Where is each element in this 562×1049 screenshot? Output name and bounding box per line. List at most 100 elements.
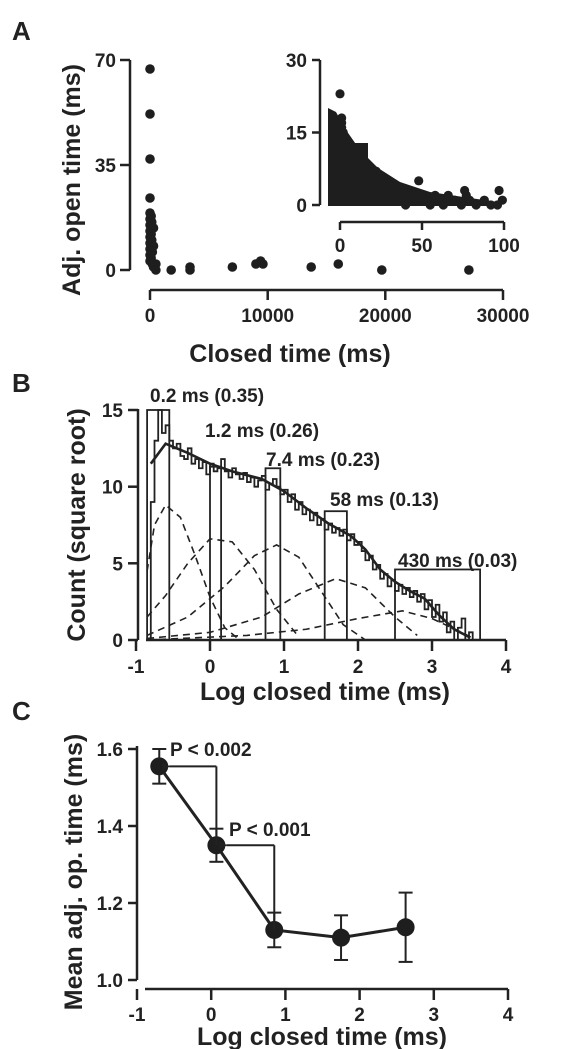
panel-b-fit-curve xyxy=(149,442,470,639)
panel-a-inset-point-21 xyxy=(376,181,386,191)
panel-b-component-curve-2 xyxy=(146,537,300,638)
panel-a-point-2 xyxy=(145,154,155,164)
panel-c-ytick-1-6: 1.6 xyxy=(97,740,123,761)
panel-c-point-4 xyxy=(396,918,415,937)
panel-a-inset-point-27 xyxy=(401,200,411,210)
panel-a-inset-point-33 xyxy=(425,200,435,210)
panel-b-component-curve-4 xyxy=(147,577,418,640)
panel-a-point-29 xyxy=(227,262,238,272)
panel-a-main-axes xyxy=(120,58,505,300)
panel-a-inset-point-42 xyxy=(464,195,475,205)
panel-a-inset-point-48 xyxy=(497,195,507,205)
panel-a-inset-xtick-50: 50 xyxy=(411,236,432,257)
panel-c-ytick-1-0: 1.0 xyxy=(97,971,123,992)
panel-c-series-line xyxy=(158,765,406,940)
panel-a-point-25 xyxy=(151,265,161,275)
panel-b-histogram xyxy=(149,409,477,641)
panel-a-inset-ytick-0: 0 xyxy=(296,196,307,217)
panel-b-xlabel: Log closed time (ms) xyxy=(200,678,450,706)
panel-a-inset-point-39 xyxy=(456,200,466,210)
panel-a-inset-point-22 xyxy=(381,195,391,205)
panel-c-xlabel: Log closed time (ms) xyxy=(197,1023,447,1049)
panel-b-component-label-3: 7.4 ms (0.23) xyxy=(266,450,380,471)
panel-a-inset-point-36 xyxy=(438,200,448,210)
panel-a-inset-xtick-100: 100 xyxy=(488,236,520,257)
panel-c-xtick-1: 1 xyxy=(280,1005,291,1026)
panel-b-ylabel: Count (square root) xyxy=(63,408,91,641)
panel-c-xtick-3: 3 xyxy=(429,1005,440,1026)
panel-a-point-22 xyxy=(148,241,159,251)
panel-b-component-curve-3 xyxy=(146,544,366,641)
panel-b-component-label-4: 58 ms (0.13) xyxy=(330,490,439,511)
panel-c-ylabel: Mean adj. op. time (ms) xyxy=(60,734,88,1010)
panel-c-annotation-2: P < 0.001 xyxy=(229,820,311,841)
panel-a-point-0 xyxy=(145,64,155,74)
panel-b-xtick-1: 1 xyxy=(279,657,290,678)
panel-b-ytick-0: 0 xyxy=(112,631,123,652)
panel-a-point-1 xyxy=(145,109,155,119)
panel-c-axes xyxy=(128,746,510,1000)
panel-a-point-32 xyxy=(258,259,268,269)
panel-a-inset-points xyxy=(335,89,507,210)
panel-b-xtick-3: 3 xyxy=(427,657,438,678)
panel-a-inset-point-0 xyxy=(335,89,345,99)
panel-a-inset-point-17 xyxy=(366,176,376,186)
panel-a-point-3 xyxy=(145,193,155,203)
panel-c-xtick-0: 0 xyxy=(206,1005,217,1026)
panel-b-xtick-0: 0 xyxy=(205,657,216,678)
panel-a-point-26 xyxy=(166,265,176,275)
panel-a-xtick-20000: 20000 xyxy=(359,306,412,327)
panel-c-letter: C xyxy=(12,696,31,726)
panel-a-letter: A xyxy=(12,16,31,46)
panel-a-inset-point-26 xyxy=(396,190,406,200)
panel-a-xtick-0: 0 xyxy=(145,306,156,327)
panel-c-ytick-1-2: 1.2 xyxy=(97,894,123,915)
panel-b-component-curve-5 xyxy=(147,610,477,641)
panel-b-xtick-m1: -1 xyxy=(128,657,145,678)
panel-a-inset-point-43 xyxy=(471,200,481,210)
panel-a-xlabel: Closed time (ms) xyxy=(189,340,390,368)
panel-a-ytick-70: 70 xyxy=(95,51,116,72)
panel-c-xtick-m1: -1 xyxy=(129,1005,146,1026)
panel-a-point-34 xyxy=(333,259,344,269)
panel-a-point-28 xyxy=(185,262,195,272)
panel-c-point-3 xyxy=(332,928,351,947)
panel-a-inset-point-20 xyxy=(374,190,384,200)
panel-a-xtick-10000: 10000 xyxy=(241,306,294,327)
panel-b-ytick-15: 15 xyxy=(102,401,124,422)
panel-b-xtick-2: 2 xyxy=(353,657,364,678)
panel-b-component-bar-5 xyxy=(394,568,481,641)
panel-a-inset-point-37 xyxy=(443,190,453,200)
panel-a-main-points xyxy=(145,64,474,275)
panel-a-inset-ytick-15: 15 xyxy=(286,124,308,145)
panel-a-inset-point-44 xyxy=(479,195,489,205)
panel-c-xtick-2: 2 xyxy=(354,1005,365,1026)
panel-a-inset-axes xyxy=(312,58,506,230)
panel-b-component-label-5: 430 ms (0.03) xyxy=(398,551,517,572)
panel-a-ytick-35: 35 xyxy=(95,156,117,177)
panel-c-ytick-1-4: 1.4 xyxy=(97,817,124,838)
panel-a-inset-point-47 xyxy=(494,185,504,196)
panel-a-inset-point-18 xyxy=(368,185,378,196)
panel-b-ytick-5: 5 xyxy=(112,554,123,575)
panel-a-inset-point-30 xyxy=(414,176,424,186)
panel-a-inset-point-38 xyxy=(450,195,460,205)
panel-a-inset-point-11 xyxy=(350,147,360,157)
panel-a-inset-xtick-0: 0 xyxy=(335,236,346,257)
panel-b-component-curves xyxy=(146,503,477,641)
panel-a-ytick-0: 0 xyxy=(105,261,116,282)
panel-b-letter: B xyxy=(12,368,31,398)
panel-c-annotation-1: P < 0.002 xyxy=(170,740,252,761)
panel-a-inset-point-45 xyxy=(486,200,496,210)
panel-b-component-bar-3 xyxy=(264,467,282,641)
panel-b-ytick-10: 10 xyxy=(102,478,123,499)
panel-b-component-label-1: 0.2 ms (0.35) xyxy=(150,386,264,407)
panel-c-plot xyxy=(150,748,415,963)
panel-b-xtick-4: 4 xyxy=(501,657,512,678)
panel-b-component-curve-1 xyxy=(146,503,241,641)
panel-a-ylabel: Adj. open time (ms) xyxy=(58,64,86,296)
panel-c-point-0 xyxy=(150,757,169,776)
panel-c-xtick-4: 4 xyxy=(503,1005,514,1026)
panel-a-point-33 xyxy=(306,262,317,272)
